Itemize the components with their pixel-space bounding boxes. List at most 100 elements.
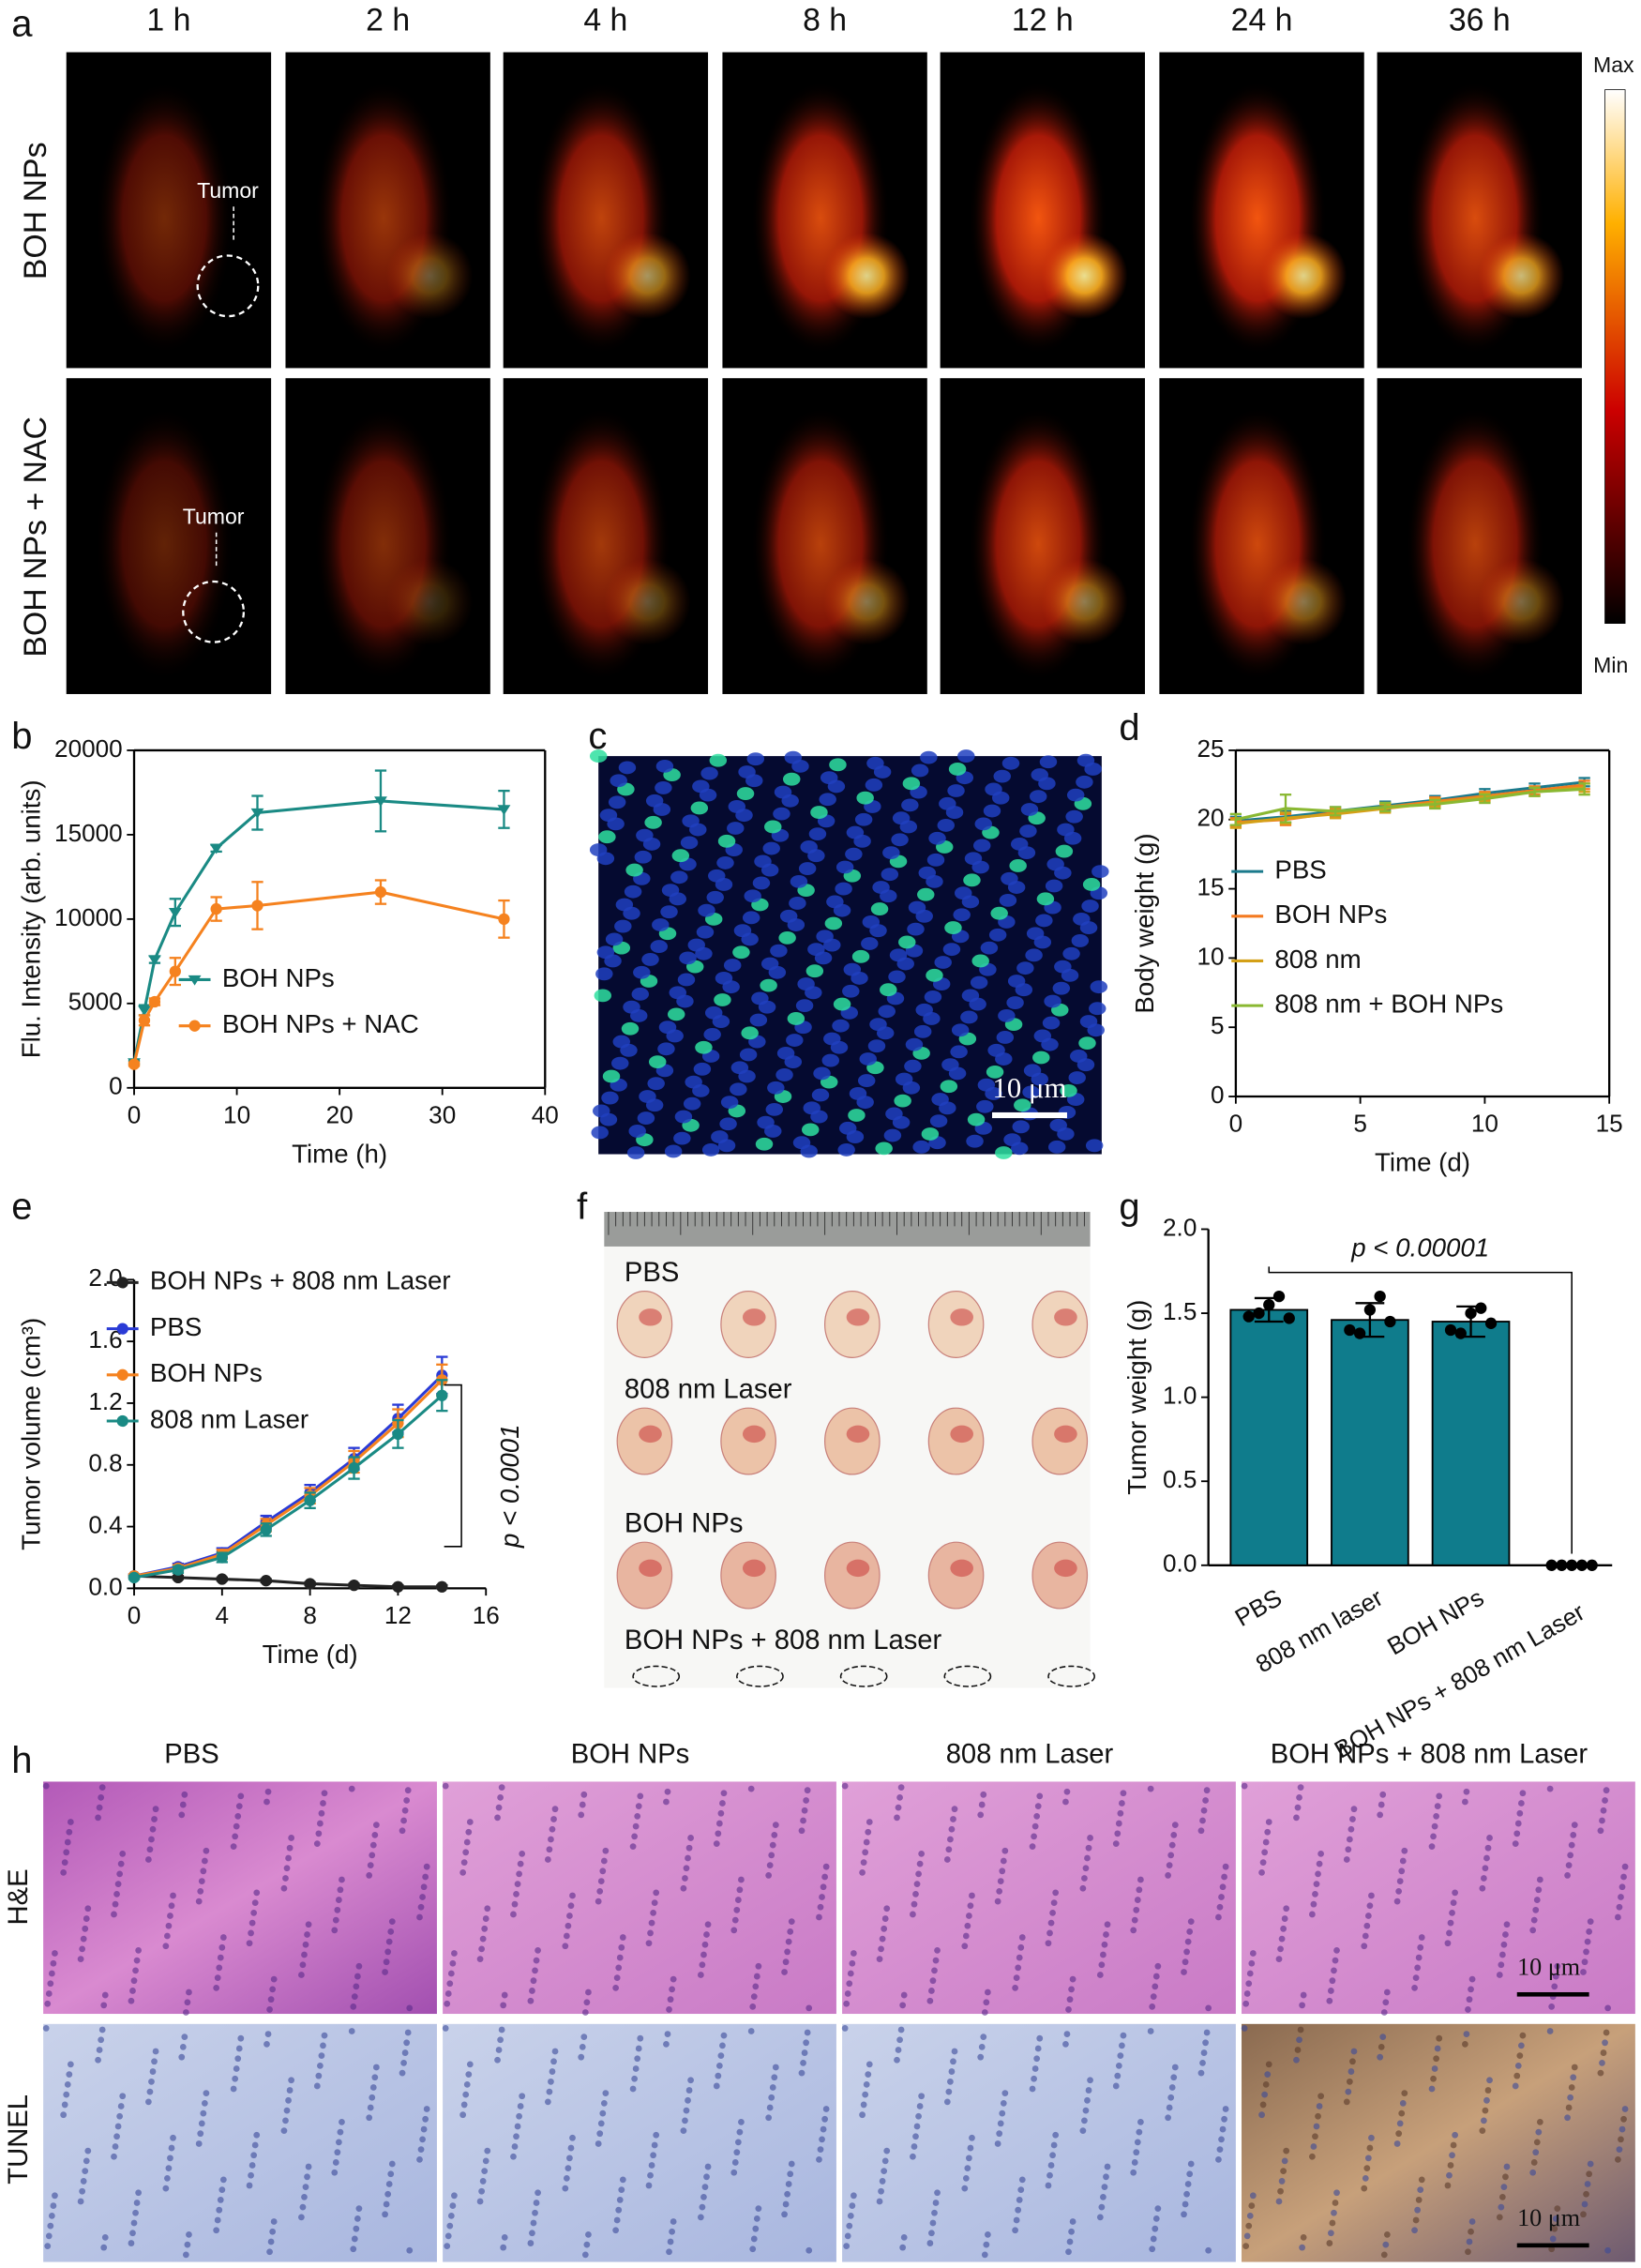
cell-nucleus [787,2170,794,2178]
cell-nucleus [1031,1833,1037,1840]
nucleus [631,987,650,1001]
cell-nucleus [64,2081,71,2088]
nucleus [634,850,653,864]
nucleus [601,1091,619,1105]
cell-nucleus [298,1972,305,1978]
cell-nucleus [44,2000,52,2007]
nucleus [1052,981,1071,995]
cell-nucleus [1418,2176,1425,2184]
nucleus [872,881,890,894]
cell-nucleus [1297,1784,1304,1792]
cell-nucleus [267,2238,275,2245]
cell-nucleus [934,1947,941,1954]
cell-nucleus [879,1935,886,1943]
nucleus [741,1026,759,1040]
nucleus [869,1018,887,1032]
cell-nucleus [879,2178,886,2185]
cell-nucleus [1552,1973,1559,1980]
cell-nucleus [821,2115,828,2123]
cell-nucleus [1362,2174,1369,2182]
nucleus [649,1055,667,1069]
cell-nucleus [900,2234,908,2241]
cell-nucleus [184,2241,191,2248]
cell-nucleus [145,2098,152,2106]
nucleus [1031,768,1048,782]
cell-nucleus [599,2109,607,2117]
cell-nucleus [200,2109,207,2117]
nucleus [695,1040,713,1054]
cell-nucleus [449,1959,457,1967]
x-tick-label: 8 [303,1601,317,1629]
cell-nucleus [1249,1950,1257,1957]
cell-nucleus [1466,2238,1473,2245]
cell-nucleus [1034,2045,1042,2052]
cell-nucleus [337,2128,344,2136]
data-point [1444,1323,1457,1337]
nucleus [628,1125,646,1138]
nucleus [928,831,946,845]
y-tick-label: 1.5 [1163,1297,1197,1325]
cell-nucleus [648,1919,655,1927]
cell-nucleus [1114,1830,1122,1837]
cell-nucleus [1618,1883,1626,1891]
cell-nucleus [419,1894,426,1900]
nucleus [980,941,999,955]
y-tick-label: 20 [1197,804,1225,832]
cell-nucleus [883,1905,891,1913]
cell-nucleus [1333,1947,1340,1954]
histology-image [443,2023,836,2262]
cell-nucleus [596,1887,604,1895]
cell-nucleus [1313,2123,1320,2130]
nucleus [779,909,798,923]
nucleus [926,853,945,867]
cell-nucleus [1278,1935,1286,1943]
cell-nucleus [1584,1938,1591,1945]
scale-bar [1516,1991,1589,1997]
nucleus [655,759,674,773]
cell-nucleus [351,1993,358,2000]
tumor-red [950,1559,974,1578]
tumor-red [639,1308,662,1326]
cell-nucleus [253,1889,261,1897]
cell-nucleus [929,1977,937,1985]
cell-nucleus [305,2163,312,2170]
cell-nucleus [1085,2087,1092,2094]
nucleus [849,1087,867,1100]
cell-nucleus [997,1878,1004,1884]
nucleus [950,1045,968,1059]
nucleus [593,1104,610,1118]
nucleus [690,801,709,815]
cell-nucleus [1187,2160,1195,2168]
cell-nucleus [1533,2139,1541,2146]
cell-nucleus [1452,2131,1459,2139]
cell-nucleus [1120,2032,1127,2039]
cell-nucleus [1154,2205,1162,2213]
cell-nucleus [1363,1922,1371,1929]
cell-nucleus [195,1898,203,1905]
cell-nucleus [1346,2078,1353,2085]
tumor-red [639,1559,662,1578]
data-point [260,1575,272,1587]
tumor-signal [386,232,474,320]
cell-nucleus [420,1883,428,1891]
cell-nucleus [1500,1941,1508,1948]
histology-image [1242,2023,1635,2262]
nucleus [832,1019,850,1033]
cell-nucleus [1316,1860,1323,1867]
cell-nucleus [335,2139,342,2146]
cell-nucleus [351,2235,358,2243]
nucleus [1044,994,1061,1008]
cell-nucleus [266,2006,273,2013]
nucleus [614,919,632,933]
cell-nucleus [699,1961,706,1969]
cell-nucleus [632,1822,640,1830]
nucleus [846,825,865,839]
cell-nucleus [529,2230,535,2237]
cell-nucleus [1519,1790,1527,1797]
cell-nucleus [1378,2044,1385,2050]
nucleus [647,1077,665,1091]
cell-nucleus [1033,1812,1041,1820]
tumor-signal [386,558,474,645]
cell-nucleus [635,2045,642,2052]
cell-nucleus [348,2028,355,2034]
